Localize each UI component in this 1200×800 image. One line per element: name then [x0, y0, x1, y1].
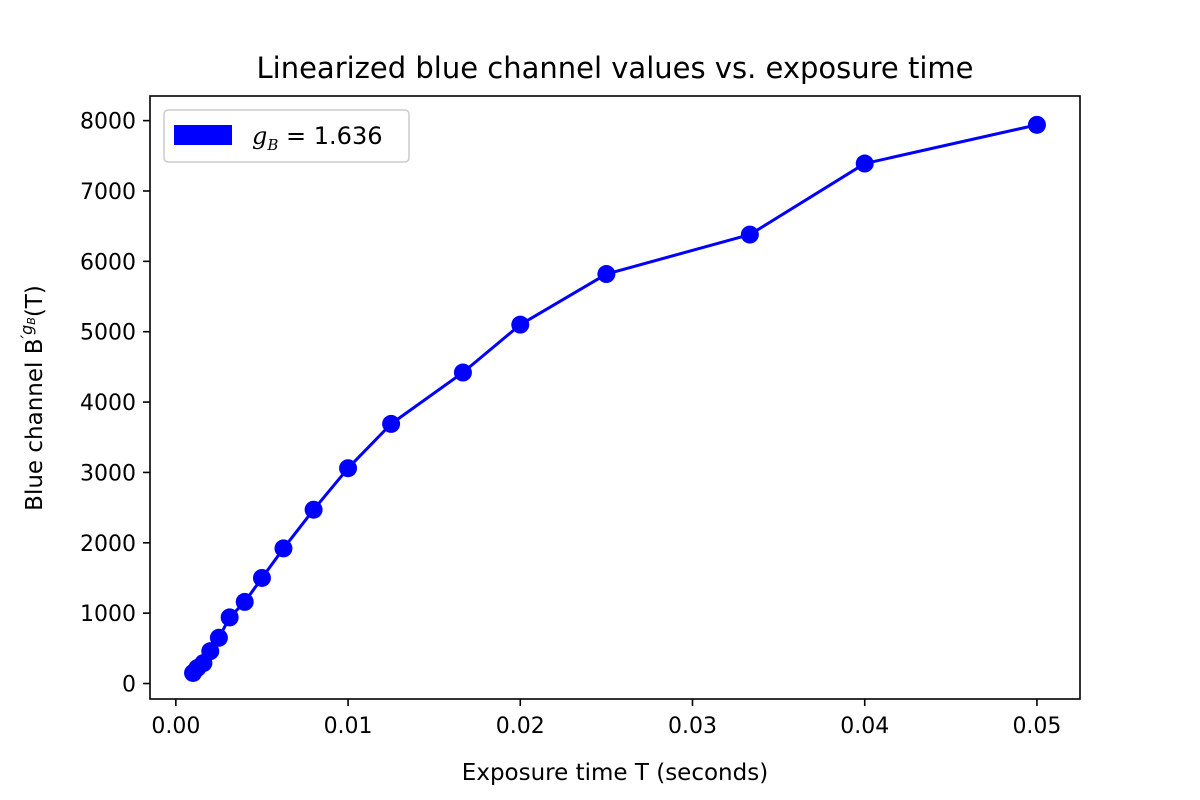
x-tick-label: 0.01 — [324, 714, 373, 739]
legend-swatch — [174, 125, 232, 145]
y-tick-label: 0 — [122, 673, 136, 698]
y-tick-label: 6000 — [80, 250, 136, 275]
legend-subscript: B — [266, 136, 278, 154]
data-point — [1027, 115, 1046, 134]
x-tick-label: 0.02 — [496, 714, 545, 739]
y-tick-label: 3000 — [80, 461, 136, 486]
plot-marks — [184, 115, 1046, 682]
plot-frame — [149, 95, 1081, 700]
legend-symbol: g — [252, 122, 267, 150]
x-tick-label: 0.05 — [1012, 714, 1061, 739]
y-axis-label-main: Blue channel B — [22, 339, 48, 511]
y-tick-label: 2000 — [80, 532, 136, 557]
y-axis-label-superscript: ′g — [17, 325, 36, 339]
data-point — [252, 568, 271, 587]
chart-title: Linearized blue channel values vs. expos… — [257, 51, 974, 85]
data-point — [855, 154, 874, 173]
legend-value: = 1.636 — [278, 122, 382, 150]
y-tick-label: 4000 — [80, 391, 136, 416]
y-axis-label: Blue channel B′gB(T) — [17, 285, 48, 511]
data-point — [201, 642, 220, 661]
data-point — [597, 265, 616, 284]
data-point — [339, 459, 358, 478]
y-tick-label: 7000 — [80, 180, 136, 205]
x-axis-label: Exposure time T (seconds) — [462, 760, 768, 786]
data-point — [274, 539, 293, 558]
data-point — [235, 592, 254, 611]
y-tick-label: 8000 — [80, 110, 136, 135]
x-tick-label: 0.04 — [840, 714, 889, 739]
data-point — [511, 315, 530, 334]
y-axis-label-subscript: B — [25, 317, 38, 325]
data-point — [740, 225, 759, 244]
data-point — [220, 608, 239, 627]
x-tick-label: 0.00 — [151, 714, 200, 739]
x-tick-label: 0.03 — [668, 714, 717, 739]
y-tick-label: 5000 — [80, 321, 136, 346]
y-tick-label: 1000 — [80, 602, 136, 627]
data-point — [304, 500, 323, 519]
legend-label: gB = 1.636 — [252, 122, 382, 154]
x-axis: 0.00 0.01 0.02 0.03 0.04 0.05 — [151, 699, 1061, 739]
y-axis-label-tail: (T) — [22, 285, 48, 317]
legend-box — [163, 109, 410, 163]
y-axis: 0 1000 2000 3000 4000 5000 6000 7000 8000 — [80, 110, 150, 698]
legend: gB = 1.636 — [163, 109, 410, 163]
data-point — [382, 414, 401, 433]
data-point — [453, 363, 472, 382]
data-point — [209, 628, 228, 647]
